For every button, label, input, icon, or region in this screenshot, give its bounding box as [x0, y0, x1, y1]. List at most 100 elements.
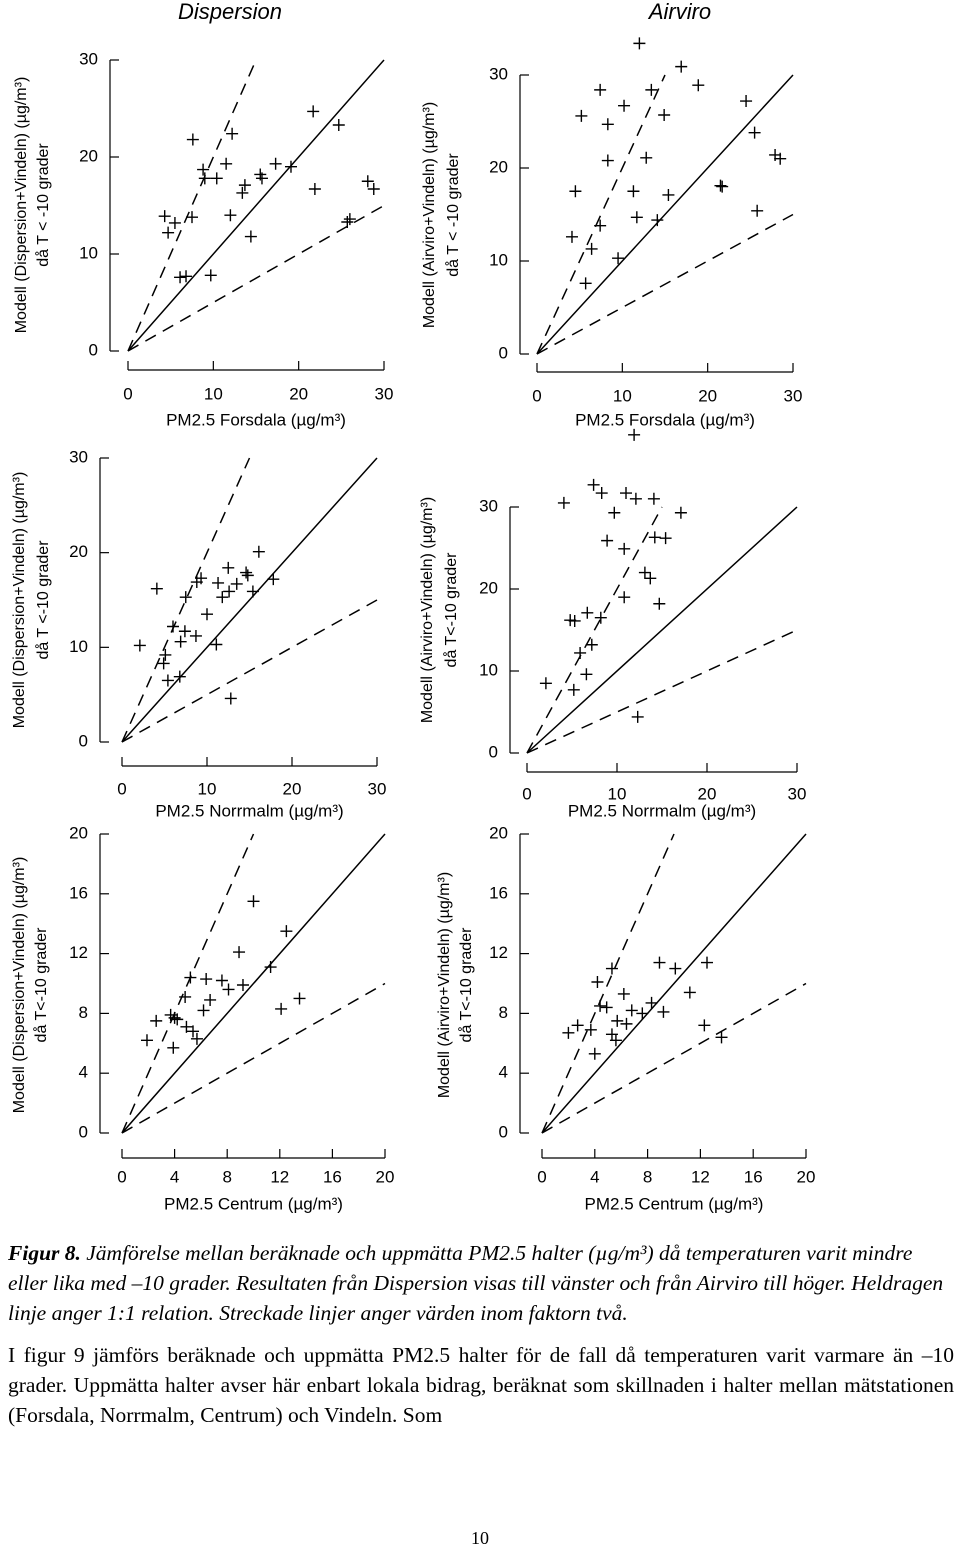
- point: [625, 1004, 638, 1017]
- y-tick-label: 16: [69, 883, 88, 902]
- point: [168, 1011, 181, 1024]
- point: [594, 611, 607, 624]
- point: [210, 638, 223, 651]
- point: [659, 532, 672, 545]
- point: [158, 210, 171, 223]
- y-tick-label: 20: [489, 823, 508, 842]
- factor-two-line: [121, 833, 255, 1134]
- x-tick-label: 10: [198, 779, 217, 798]
- point: [179, 591, 192, 604]
- point: [601, 118, 614, 131]
- point: [617, 987, 630, 1000]
- point: [332, 118, 345, 131]
- y-axis-label: då T<-10 grader: [442, 552, 460, 668]
- x-tick-label: 0: [537, 1167, 546, 1186]
- point: [184, 971, 197, 984]
- point: [222, 983, 235, 996]
- point: [341, 215, 354, 228]
- point: [600, 1001, 613, 1014]
- x-tick-label: 0: [117, 1167, 126, 1186]
- y-tick-label: 10: [479, 660, 498, 679]
- point: [212, 576, 225, 589]
- point: [571, 1019, 584, 1032]
- factor-two-line: [541, 982, 807, 1134]
- point: [255, 172, 268, 185]
- y-tick-label: 20: [479, 578, 498, 597]
- factor-two-line: [121, 982, 386, 1134]
- x-tick-label: 4: [170, 1167, 179, 1186]
- point: [167, 1041, 180, 1054]
- body-text: I figur 9 jämförs beräknade och uppmätta…: [8, 1343, 954, 1427]
- point: [692, 79, 705, 92]
- x-axis-label: PM2.5 Forsdala (µg/m³): [166, 410, 346, 429]
- x-tick-label: 10: [608, 784, 627, 803]
- point: [557, 496, 570, 509]
- x-tick-label: 30: [784, 386, 803, 405]
- point: [716, 180, 729, 193]
- x-tick-label: 10: [204, 384, 223, 403]
- point: [565, 230, 578, 243]
- point: [275, 1002, 288, 1015]
- point: [161, 674, 174, 687]
- x-axis-label: PM2.5 Norrmalm (µg/m³): [568, 801, 756, 820]
- factor-two-line: [121, 457, 251, 743]
- point: [640, 151, 653, 164]
- x-tick-label: 30: [368, 779, 387, 798]
- point: [238, 179, 251, 192]
- y-axis-label: Modell (Airviro+Vindeln) (µg/m³): [436, 872, 453, 1098]
- x-tick-label: 16: [323, 1167, 342, 1186]
- point: [591, 976, 604, 989]
- point: [190, 1032, 203, 1045]
- x-tick-label: 30: [375, 384, 394, 403]
- x-tick-label: 12: [691, 1167, 710, 1186]
- x-tick-label: 0: [532, 386, 541, 405]
- point: [236, 186, 249, 199]
- point: [186, 211, 198, 224]
- column-title: Dispersion: [178, 0, 282, 24]
- point: [645, 83, 658, 96]
- x-tick-label: 20: [289, 384, 308, 403]
- y-tick-label: 0: [499, 1122, 508, 1141]
- point: [197, 1004, 210, 1017]
- point: [236, 978, 249, 991]
- point: [140, 1034, 153, 1047]
- y-tick-label: 20: [489, 157, 508, 176]
- point: [220, 157, 233, 170]
- point: [361, 175, 374, 188]
- point: [167, 620, 179, 633]
- x-axis-label: PM2.5 Centrum (µg/m³): [585, 1194, 764, 1213]
- x-tick-label: 20: [376, 1167, 395, 1186]
- factor-two-line: [536, 213, 794, 355]
- point: [627, 185, 640, 198]
- x-tick-label: 16: [744, 1167, 763, 1186]
- point: [653, 956, 666, 969]
- caption-lead: Figur 8.: [8, 1241, 81, 1265]
- point: [594, 83, 607, 96]
- point: [562, 1026, 575, 1039]
- factor-two-line: [536, 74, 666, 355]
- point: [247, 895, 260, 908]
- point: [187, 1025, 200, 1038]
- point: [150, 582, 163, 595]
- point: [612, 252, 625, 265]
- point: [581, 606, 594, 619]
- x-tick-label: 20: [797, 1167, 816, 1186]
- point: [133, 639, 146, 652]
- y-axis-label: Modell (Airviro+Vindeln) (µg/m³): [421, 102, 438, 328]
- x-axis-label: PM2.5 Norrmalm (µg/m³): [155, 801, 343, 820]
- x-tick-label: 12: [270, 1167, 289, 1186]
- point: [186, 133, 199, 146]
- y-axis-label: Modell (Dispersion+Vindeln) (µg/m³): [11, 857, 28, 1114]
- point: [628, 428, 641, 441]
- point: [269, 157, 282, 170]
- point: [162, 226, 175, 239]
- point: [178, 625, 191, 638]
- y-tick-label: 0: [89, 340, 98, 359]
- y-tick-label: 16: [489, 883, 508, 902]
- point: [204, 269, 217, 282]
- y-tick-label: 0: [489, 742, 498, 761]
- point: [633, 37, 646, 50]
- x-tick-label: 4: [590, 1167, 599, 1186]
- y-tick-label: 20: [69, 542, 88, 561]
- page-number: 10: [471, 1528, 489, 1548]
